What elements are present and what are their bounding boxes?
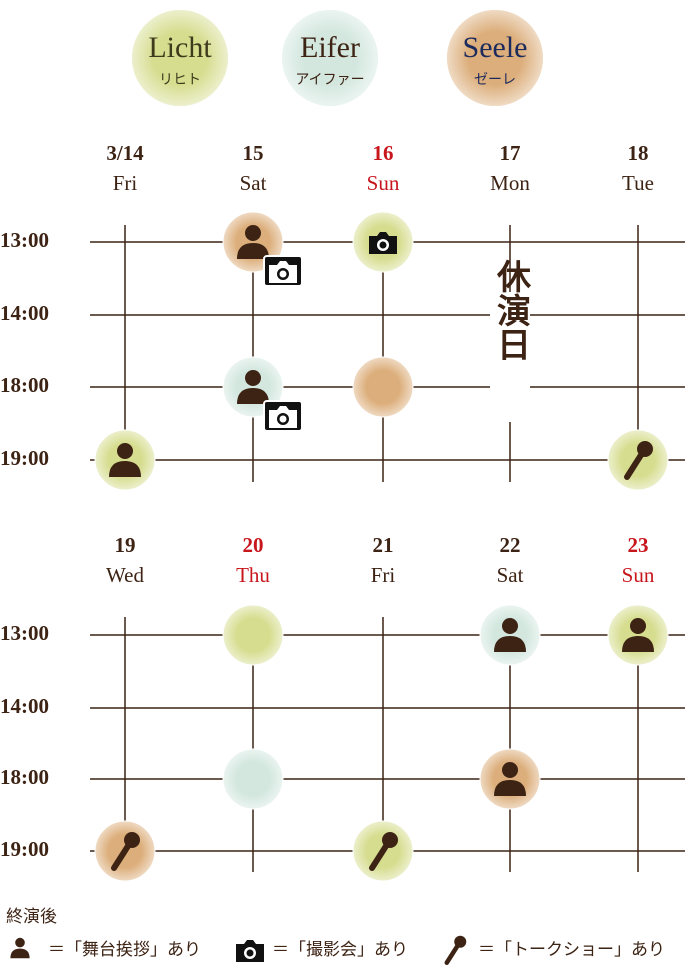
day-weekday: Tue — [622, 171, 654, 195]
performance-halo — [480, 749, 540, 809]
performance — [607, 429, 669, 491]
time-label: 18:00 — [0, 373, 49, 397]
day-date: 15 — [243, 141, 264, 165]
mic-head — [637, 441, 653, 457]
performance-halo — [223, 605, 283, 665]
mic-handle — [624, 452, 644, 480]
performance-halo — [608, 605, 668, 665]
performance — [222, 748, 284, 810]
performance — [222, 211, 303, 287]
person-head — [502, 618, 518, 634]
mic-handle — [111, 843, 131, 871]
camera-lens-inner — [279, 415, 287, 423]
day-date: 23 — [628, 533, 649, 557]
person-body — [494, 636, 526, 652]
time-label: 18:00 — [0, 765, 49, 789]
person-body — [237, 243, 269, 259]
performance — [94, 820, 156, 882]
legend-label: ＝「舞台挨拶」あり — [48, 940, 201, 960]
team-kana: ゼーレ — [474, 72, 516, 88]
mic-handle — [444, 944, 460, 965]
person-head — [117, 443, 133, 459]
team-name: Eifer — [300, 31, 360, 64]
camera-lens-inner — [379, 241, 387, 249]
person-head — [630, 618, 646, 634]
performance — [352, 356, 414, 418]
day-weekday: Sat — [497, 563, 524, 587]
team-name: Licht — [148, 31, 212, 64]
team-halo — [282, 10, 378, 106]
day-date: 19 — [115, 533, 136, 557]
performance-halo — [480, 605, 540, 665]
performance — [94, 429, 156, 491]
day-weekday: Thu — [236, 563, 270, 587]
closed-gap — [490, 292, 530, 422]
day-date: 17 — [500, 141, 521, 165]
legend-item: ＝「撮影会」あり — [236, 940, 408, 962]
day-date: 3/14 — [106, 141, 144, 165]
day-date: 18 — [628, 141, 649, 165]
performance — [479, 604, 541, 666]
person-body — [494, 780, 526, 796]
team-name: Seele — [463, 31, 528, 64]
day-weekday: Sun — [622, 563, 655, 587]
team-halo — [447, 10, 543, 106]
performance-halo — [353, 357, 413, 417]
performance — [222, 356, 303, 432]
person-body — [10, 948, 30, 959]
day-weekday: Mon — [490, 171, 530, 195]
day-date: 21 — [373, 533, 394, 557]
time-label: 13:00 — [0, 228, 49, 252]
day-date: 20 — [243, 533, 264, 557]
legend-label: ＝「撮影会」あり — [272, 940, 408, 960]
performance — [222, 604, 284, 666]
person-head — [245, 370, 261, 386]
person-body — [109, 461, 141, 477]
camera-lens-inner — [279, 270, 287, 278]
day-date: 22 — [500, 533, 521, 557]
time-label: 14:00 — [0, 694, 49, 718]
time-label: 19:00 — [0, 837, 49, 861]
performance — [607, 604, 669, 666]
time-label: 14:00 — [0, 301, 49, 325]
performance — [479, 748, 541, 810]
day-date: 16 — [373, 141, 394, 165]
mic-head — [382, 832, 398, 848]
person-head — [502, 762, 518, 778]
day-weekday: Fri — [371, 563, 396, 587]
day-weekday: Sun — [367, 171, 400, 195]
performance-halo — [95, 430, 155, 490]
performance-halo — [223, 749, 283, 809]
day-weekday: Fri — [113, 171, 138, 195]
team-halo — [132, 10, 228, 106]
team-kana: リヒト — [159, 72, 201, 88]
person-body — [622, 636, 654, 652]
day-weekday: Wed — [106, 563, 144, 587]
time-label: 19:00 — [0, 446, 49, 470]
legend-item: ＝「トークショー」あり — [444, 935, 665, 965]
camera-lens-inner — [246, 949, 254, 957]
performance — [352, 820, 414, 882]
legend-item: ＝「舞台挨拶」あり — [10, 937, 201, 960]
time-label: 13:00 — [0, 621, 49, 645]
legend-title: 終演後 — [6, 907, 57, 927]
person-head — [245, 225, 261, 241]
mic-handle — [369, 843, 389, 871]
performance — [352, 211, 414, 273]
legend-label: ＝「トークショー」あり — [478, 940, 665, 960]
day-weekday: Sat — [240, 171, 267, 195]
mic-head — [454, 935, 467, 948]
closed-label: 休演日 — [492, 259, 532, 361]
person-body — [237, 388, 269, 404]
mic-head — [124, 832, 140, 848]
person-head — [15, 937, 25, 948]
team-kana: アイファー — [295, 72, 364, 88]
